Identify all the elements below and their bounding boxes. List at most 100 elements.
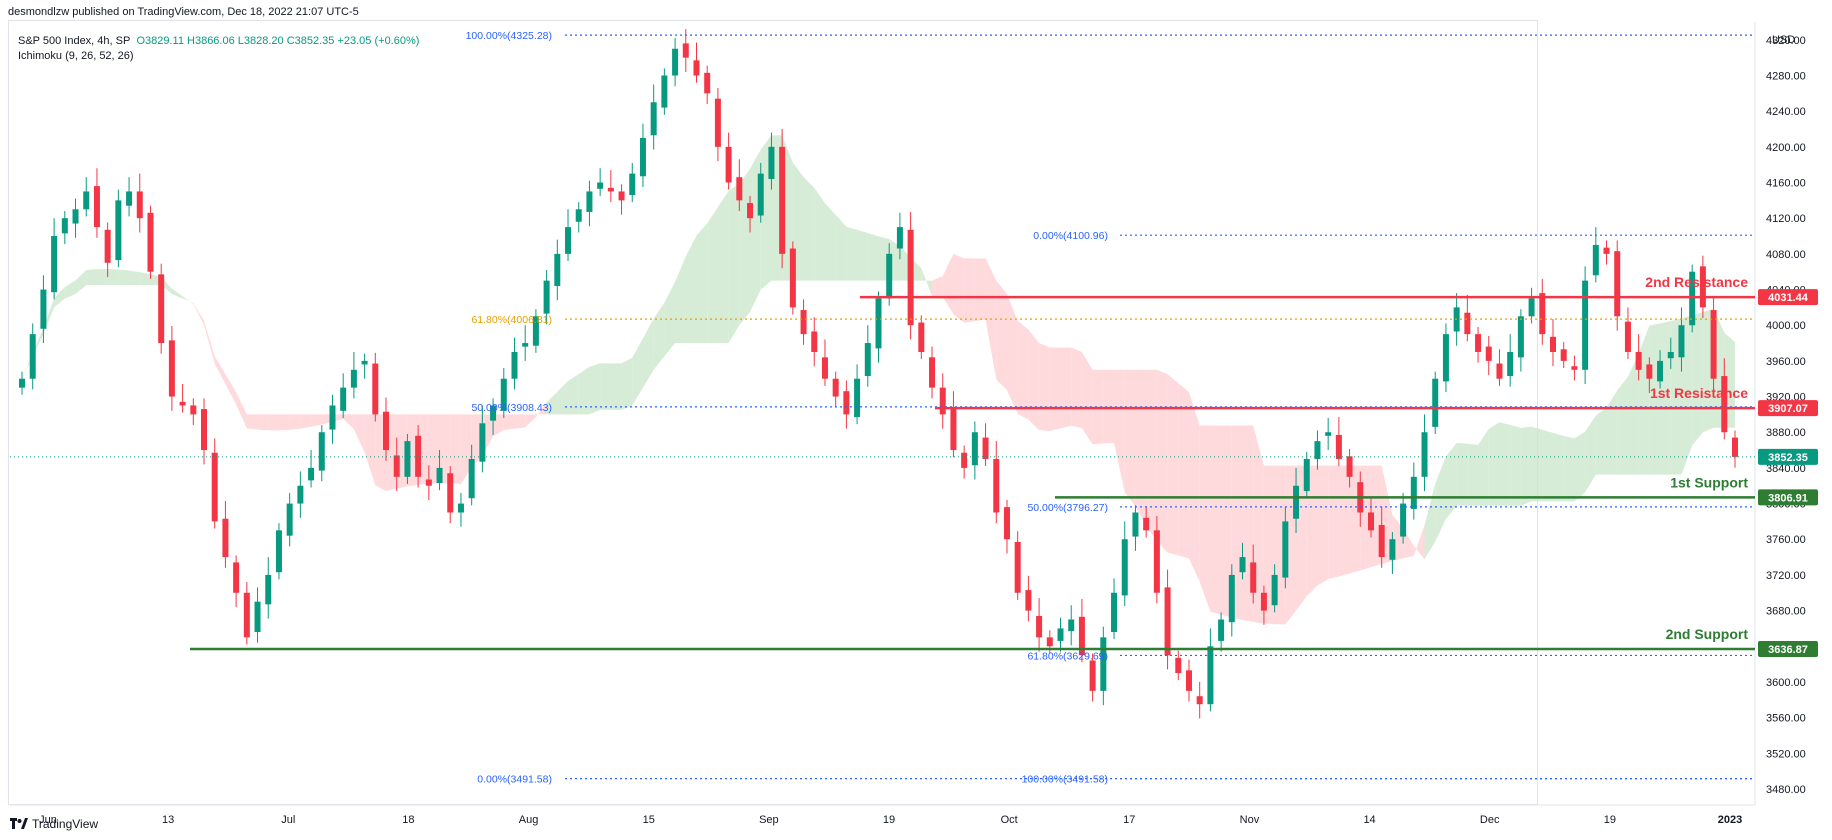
candle-body — [1432, 378, 1439, 427]
price-tag-value: 3806.91 — [1768, 492, 1808, 504]
candle-body — [1078, 616, 1085, 656]
candle-body — [254, 601, 261, 632]
ichimoku-cloud-segment — [717, 190, 729, 344]
candle-body — [404, 441, 411, 477]
candle-body — [168, 340, 175, 397]
candle-body — [490, 405, 497, 421]
candle-body — [886, 253, 893, 299]
indicator-label[interactable]: Ichimoku (9, 26, 52, 26) — [18, 50, 134, 62]
ichimoku-cloud-segment — [1328, 465, 1339, 579]
candle-body — [522, 343, 529, 347]
ichimoku-cloud-segment — [632, 338, 643, 406]
candle-body — [1614, 251, 1621, 317]
candle-body — [1710, 310, 1717, 379]
price-tag-value: 4031.44 — [1768, 292, 1809, 304]
candle-body — [1228, 574, 1235, 623]
candle-body — [1378, 524, 1385, 558]
candle-body — [83, 191, 90, 210]
fib-level-label: 100.00%(3491.58) — [1022, 774, 1108, 786]
candle-body — [1121, 539, 1128, 596]
ichimoku-cloud-segment — [1445, 443, 1457, 520]
ichimoku-cloud-segment — [1349, 465, 1361, 574]
y-tick-label: 4000.00 — [1766, 320, 1806, 332]
candle-body — [211, 452, 218, 522]
candle-body — [779, 146, 786, 254]
ichimoku-cloud-segment — [1488, 422, 1500, 506]
y-tick-label: 4320.00 — [1766, 35, 1806, 47]
ichimoku-cloud-segment — [653, 302, 665, 370]
candle-body — [1507, 351, 1514, 377]
candle-body — [1678, 325, 1685, 358]
candle-body — [1560, 349, 1567, 361]
price-tag: 3907.07 — [1758, 400, 1818, 417]
x-tick-label: Aug — [519, 814, 539, 826]
candle-body — [607, 187, 614, 192]
x-tick-label: 17 — [1123, 814, 1135, 826]
y-tick-label: 3720.00 — [1766, 570, 1806, 582]
candle-body — [939, 387, 946, 415]
candle-body — [1293, 485, 1300, 519]
ichimoku-cloud-segment — [578, 366, 590, 415]
y-tick-label: 3960.00 — [1766, 356, 1806, 368]
symbol-label[interactable]: S&P 500 Index, 4h, SP — [18, 35, 131, 47]
ichimoku-cloud-segment — [1692, 312, 1703, 446]
x-tick-label: Jun — [39, 814, 57, 826]
ichimoku-cloud-segment — [1606, 390, 1618, 475]
ichimoku-cloud-segment — [1574, 431, 1586, 502]
y-tick-label: 4160.00 — [1766, 178, 1806, 190]
ichimoku-cloud-segment — [428, 414, 440, 484]
ichimoku-cloud-segment — [568, 374, 579, 415]
candle-body — [1175, 657, 1182, 674]
ichimoku-cloud-segment — [1595, 407, 1607, 475]
ichimoku-cloud-segment — [1499, 422, 1511, 506]
candle-body — [950, 409, 957, 451]
candle-body — [222, 518, 229, 558]
y-tick-label: 3480.00 — [1766, 784, 1806, 796]
candle-body — [1218, 619, 1225, 641]
price-tag-box — [1758, 289, 1818, 306]
ichimoku-cloud-segment — [514, 414, 526, 429]
candle-body — [918, 322, 925, 352]
tradingview-brand[interactable]: TradingView — [10, 817, 98, 831]
candle-body — [1442, 334, 1449, 382]
y-tick-label: 3840.00 — [1766, 463, 1806, 475]
x-tick-label: 14 — [1363, 814, 1375, 826]
price-tag-box — [1758, 641, 1818, 658]
candle-body — [1539, 293, 1546, 335]
candle-body — [158, 274, 165, 344]
ichimoku-cloud-segment — [803, 177, 815, 281]
candle-body — [736, 177, 743, 201]
ichimoku-cloud-segment — [1467, 443, 1479, 506]
candle-body — [308, 467, 315, 481]
price-tag-value: 3636.87 — [1768, 644, 1808, 656]
ichimoku-cloud-segment — [1627, 353, 1639, 475]
ohlc-values: O3829.11 H3866.06 L3828.20 C3852.35 +23.… — [136, 35, 420, 47]
x-tick-label: Nov — [1240, 814, 1260, 826]
candle-body — [1517, 316, 1524, 358]
currency-label: USD — [1772, 34, 1796, 46]
ichimoku-cloud-segment — [728, 184, 740, 344]
candle-body — [1185, 670, 1192, 691]
candle-body — [243, 592, 250, 638]
ichimoku-cloud-segment — [707, 206, 718, 344]
candle-body — [415, 435, 422, 477]
candle-body — [575, 209, 582, 222]
ichimoku-cloud-segment — [610, 363, 622, 410]
y-tick-label: 4240.00 — [1766, 106, 1806, 118]
candle-body — [1367, 512, 1374, 531]
candle-body — [61, 218, 68, 234]
candle-body — [1036, 615, 1043, 638]
candle-body — [275, 530, 282, 573]
candle-body — [329, 405, 336, 430]
candle-body — [1335, 434, 1342, 459]
ichimoku-cloud-segment — [225, 374, 237, 405]
ichimoku-cloud-segment — [535, 402, 547, 418]
candle-body — [1239, 557, 1246, 573]
candle-body — [1464, 312, 1471, 335]
candle-body — [1389, 539, 1396, 560]
candle-body — [821, 357, 828, 379]
candle-body — [104, 229, 111, 263]
candle-body — [971, 432, 978, 466]
candle-body — [704, 72, 711, 94]
